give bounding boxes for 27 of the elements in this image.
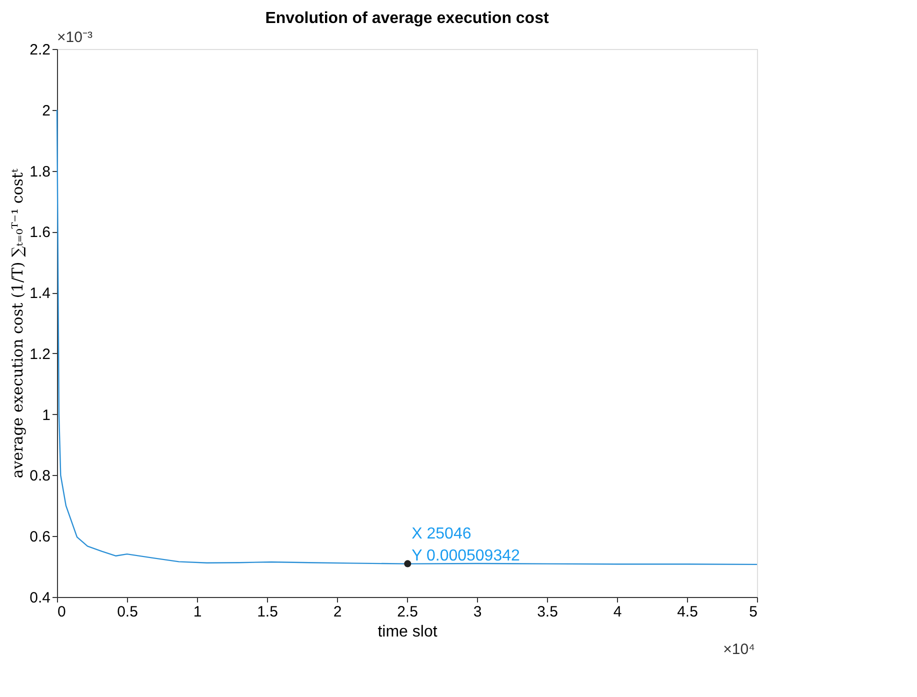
x-tick-label: 0 xyxy=(58,604,66,620)
y-tick-label: 0.4 xyxy=(30,590,50,606)
text: ×10⁻³ xyxy=(57,29,92,46)
x-tick-label: 3 xyxy=(473,604,482,620)
y-tick-label: 1.4 xyxy=(30,285,50,302)
y-axis-title: average execution cost (1/T) ∑ₜ₌₀ᵀ⁻¹ costᵗ xyxy=(8,168,27,478)
x-tick-label: 3.5 xyxy=(537,604,558,620)
y-tick-label: 0.8 xyxy=(30,468,50,485)
chart-title: Envolution of average execution cost xyxy=(265,10,550,27)
x-tick-label: 0.5 xyxy=(117,604,138,620)
x-tick-label: 2 xyxy=(333,604,342,620)
annotation: X 25046 Y 0.000509342 xyxy=(412,526,520,565)
text: ×10⁴ xyxy=(723,641,755,658)
y-tick-label: 2 xyxy=(42,102,50,120)
y-tick-label: 1.8 xyxy=(30,163,50,180)
x-axis-title: time slot xyxy=(378,624,438,640)
x-tick-label: 5 xyxy=(749,604,758,620)
y-tick-label: 0.6 xyxy=(30,528,50,546)
y-tick-label: 1.2 xyxy=(30,346,50,363)
x-tick-label: 2.5 xyxy=(397,604,418,620)
y-tick-label: 1 xyxy=(42,406,50,424)
x-tick-label: 4.5 xyxy=(677,604,698,620)
x-tick-label: 4 xyxy=(613,604,622,620)
x-tick-label: 1 xyxy=(193,604,202,620)
y-tick-label: 1.6 xyxy=(30,224,50,242)
x-tick-label: 1.5 xyxy=(257,604,278,620)
y-tick-label: 2.2 xyxy=(30,42,50,58)
